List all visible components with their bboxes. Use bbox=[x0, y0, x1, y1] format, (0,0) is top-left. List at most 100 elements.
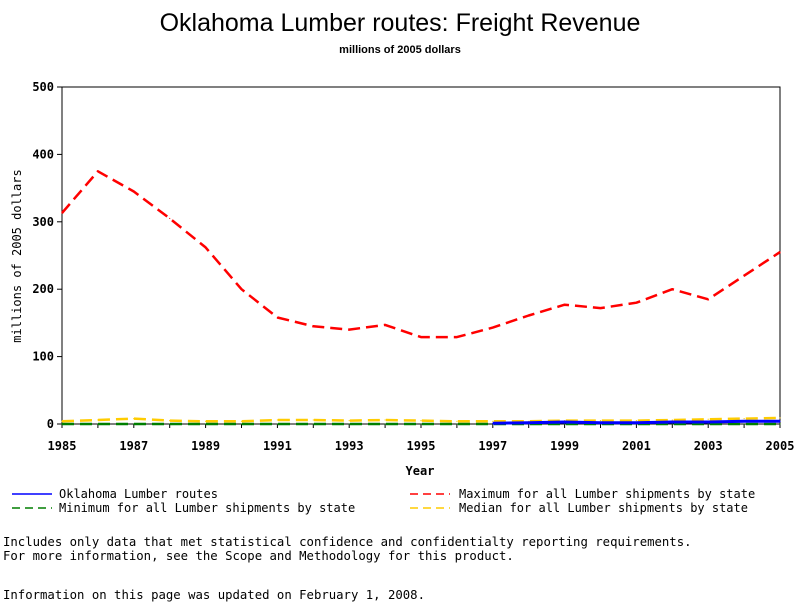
legend: Oklahoma Lumber routes Minimum for all L… bbox=[12, 487, 755, 515]
x-tick-label: 2005 bbox=[766, 439, 795, 453]
note-methodology: For more information, see the Scope and … bbox=[3, 549, 514, 563]
series-2-point bbox=[312, 325, 314, 327]
series-1-point bbox=[205, 423, 207, 425]
series-2-point bbox=[169, 217, 171, 220]
series-0-point bbox=[635, 422, 638, 424]
legend-label-median: Median for all Lumber shipments by state bbox=[459, 501, 748, 515]
x-axis-label: Year bbox=[406, 464, 435, 478]
y-tick-label: 0 bbox=[47, 417, 54, 431]
x-tick-label: 1987 bbox=[119, 439, 148, 453]
series-0-point bbox=[492, 422, 494, 424]
series-1-point bbox=[456, 423, 458, 425]
series-2-point bbox=[528, 314, 530, 317]
series-lines bbox=[61, 170, 781, 426]
series-1-point bbox=[671, 423, 673, 425]
x-axis: 1985 1987 1989 1991 1993 1995 1997 1999 2001 2003… bbox=[48, 424, 795, 453]
series-3-point bbox=[205, 420, 207, 422]
series-1-point bbox=[312, 423, 314, 425]
series-0-point bbox=[779, 420, 781, 422]
series-2-point bbox=[743, 275, 745, 277]
y-tick-label: 300 bbox=[32, 215, 54, 229]
series-3-point bbox=[671, 419, 673, 421]
series-3-point bbox=[456, 420, 458, 422]
series-2-point bbox=[205, 246, 207, 249]
series-3-point bbox=[635, 420, 638, 422]
y-tick-label: 200 bbox=[32, 282, 54, 296]
series-2-point bbox=[564, 304, 566, 306]
note-updated: Information on this page was updated on … bbox=[3, 588, 425, 602]
y-axis: 0 100 200 300 400 500 bbox=[32, 80, 62, 431]
chart-title: Oklahoma Lumber routes: Freight Revenue bbox=[160, 9, 641, 37]
series-3-point bbox=[312, 419, 314, 421]
series-1-point bbox=[743, 423, 745, 425]
series-0-point bbox=[707, 421, 709, 423]
series-3-point bbox=[61, 420, 63, 422]
series-1-point bbox=[169, 423, 171, 425]
series-1-point bbox=[384, 423, 386, 425]
x-tick-label: 1997 bbox=[478, 439, 507, 453]
x-tick-label: 2003 bbox=[694, 439, 723, 453]
series-3-point bbox=[348, 420, 350, 422]
series-3-point bbox=[276, 419, 278, 421]
series-1-point bbox=[348, 423, 350, 425]
series-3-point bbox=[779, 417, 781, 419]
series-1-point bbox=[707, 423, 709, 425]
series-3-point bbox=[492, 420, 494, 422]
series-2-point bbox=[133, 190, 135, 193]
series-3-point bbox=[240, 420, 243, 422]
series-1-point bbox=[276, 423, 278, 425]
series-3-point bbox=[599, 420, 602, 422]
series-3-point bbox=[743, 418, 745, 420]
series-2-point bbox=[61, 212, 63, 214]
legend-label-maximum: Maximum for all Lumber shipments by stat… bbox=[459, 487, 755, 501]
series-2-point bbox=[671, 288, 673, 290]
series-2-point bbox=[420, 336, 422, 338]
y-tick-label: 100 bbox=[32, 350, 54, 364]
series-2-point bbox=[384, 324, 386, 326]
series-2-point bbox=[492, 327, 494, 329]
series-1-point bbox=[564, 423, 566, 425]
legend-label-oklahoma: Oklahoma Lumber routes bbox=[59, 487, 218, 501]
x-tick-label: 1991 bbox=[263, 439, 292, 453]
series-0-point bbox=[671, 421, 673, 423]
series-3-point bbox=[169, 420, 171, 422]
series-2-point bbox=[97, 170, 99, 172]
series-0-point bbox=[743, 420, 745, 422]
series-3-point bbox=[420, 420, 422, 422]
x-tick-label: 2001 bbox=[622, 439, 651, 453]
series-line-2 bbox=[61, 170, 781, 339]
series-1-point bbox=[240, 423, 243, 425]
series-3-point bbox=[384, 419, 386, 421]
chart-subtitle: millions of 2005 dollars bbox=[339, 44, 461, 56]
series-2-point bbox=[599, 307, 602, 309]
series-3-point bbox=[707, 418, 709, 420]
x-tick-label: 1989 bbox=[191, 439, 220, 453]
note-statistical: Includes only data that met statistical … bbox=[3, 535, 692, 549]
series-1-point bbox=[779, 423, 781, 425]
series-2-point bbox=[348, 329, 350, 331]
series-3-point bbox=[97, 419, 99, 421]
series-1-point bbox=[133, 423, 135, 425]
series-2-point bbox=[779, 251, 781, 253]
series-0-point bbox=[599, 422, 602, 424]
series-2-point bbox=[456, 336, 458, 338]
series-1-point bbox=[420, 423, 422, 425]
y-tick-label: 400 bbox=[32, 147, 54, 161]
series-1-point bbox=[97, 423, 99, 425]
legend-label-minimum: Minimum for all Lumber shipments by stat… bbox=[59, 501, 355, 515]
plot-area bbox=[61, 86, 781, 425]
x-tick-label: 1995 bbox=[407, 439, 436, 453]
x-tick-label: 1993 bbox=[335, 439, 364, 453]
series-0-point bbox=[528, 422, 530, 424]
series-0-point bbox=[564, 421, 566, 423]
series-2-point bbox=[276, 316, 278, 319]
series-2-point bbox=[240, 288, 243, 290]
x-tick-label: 1985 bbox=[48, 439, 77, 453]
y-tick-label: 500 bbox=[32, 80, 54, 94]
series-2-point bbox=[707, 298, 709, 300]
series-2-point bbox=[635, 302, 638, 304]
x-tick-label: 1999 bbox=[550, 439, 579, 453]
series-1-point bbox=[61, 423, 63, 425]
series-3-point bbox=[133, 418, 135, 420]
